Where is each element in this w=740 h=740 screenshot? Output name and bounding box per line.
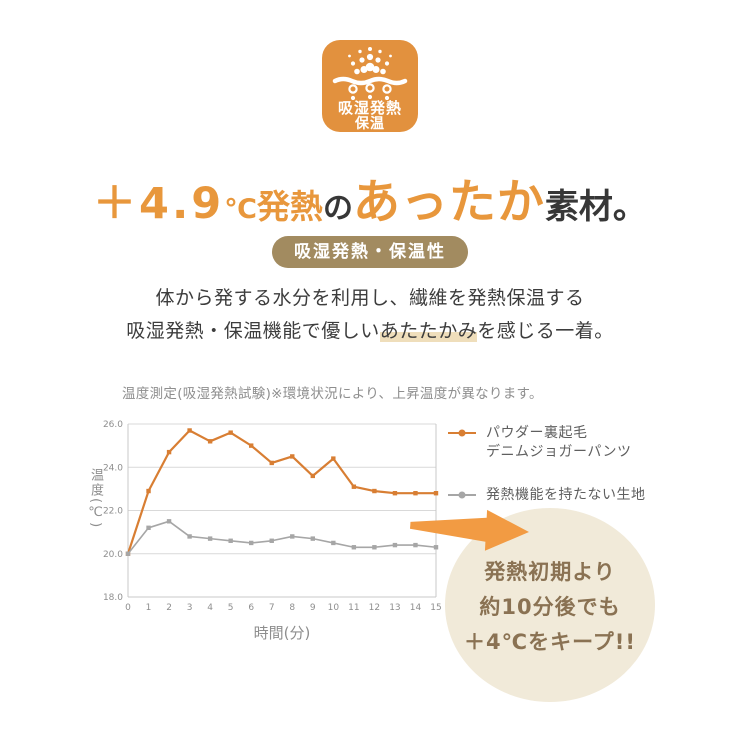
title-no: の	[322, 191, 353, 226]
description-line2: 吸湿発熱・保温機能で優しいあたたかみを感じる一着。	[126, 320, 614, 342]
svg-text:15: 15	[430, 603, 441, 613]
x-axis-label: 時間(分)	[253, 624, 311, 642]
svg-text:22.0: 22.0	[103, 507, 123, 517]
svg-text:11: 11	[348, 603, 359, 613]
steam-fabric-icon	[332, 47, 408, 100]
svg-text:24.0: 24.0	[103, 463, 123, 473]
svg-text:0: 0	[125, 603, 131, 613]
legend-marker-gray	[448, 491, 476, 499]
svg-text:6: 6	[248, 603, 254, 613]
legend-marker-orange	[448, 429, 476, 437]
description-text: 体から発する水分を利用し、繊維を発熱保温する 吸湿発熱・保温機能で優しいあたたか…	[0, 282, 740, 348]
svg-text:5: 5	[228, 603, 234, 613]
callout-line2: 約10分後でも	[479, 594, 621, 619]
title-attaka: あったか	[352, 175, 545, 230]
svg-text:10: 10	[328, 603, 340, 613]
legend-label-pants: パウダー裏起毛 デニムジョガーパンツ	[486, 425, 632, 460]
callout-line1: 発熱初期より	[484, 559, 616, 584]
svg-text:9: 9	[310, 603, 316, 613]
title-hatsunetsu: 発熱	[256, 187, 323, 226]
legend-dot-gray	[458, 491, 466, 499]
title-sozai: 素材。	[544, 187, 647, 227]
page-title: ＋4.9 ℃ 発熱 の あったか 素材。	[0, 163, 740, 232]
keep-warm-callout: 発熱初期より 約10分後でも ＋4℃をキープ!!	[445, 508, 655, 702]
svg-text:18.0: 18.0	[103, 593, 123, 603]
feature-badge: 吸湿発熱・保温性	[272, 236, 468, 268]
highlighted-word: あたたかみ	[379, 320, 478, 342]
svg-text:26.0: 26.0	[103, 420, 123, 430]
legend-item-pants: パウダー裏起毛 デニムジョガーパンツ	[448, 424, 646, 462]
svg-text:20.0: 20.0	[103, 550, 123, 560]
callout-line3: ＋4℃をキープ!!	[464, 629, 636, 654]
title-temperature: ＋4.9	[93, 179, 225, 229]
svg-text:1: 1	[146, 603, 152, 613]
arrow-icon	[409, 509, 529, 551]
chart-caption: 温度測定(吸湿発熱試験)※環境状況により、上昇温度が異なります。	[122, 386, 543, 402]
title-degree-unit: ℃	[224, 194, 257, 225]
legend-label-plain-fabric: 発熱機能を持たない生地	[486, 487, 646, 503]
icon-label-line1: 吸湿発熱	[337, 99, 402, 117]
svg-text:4: 4	[207, 603, 213, 613]
svg-text:8: 8	[289, 603, 295, 613]
y-axis-label: 温度(℃)	[88, 468, 103, 530]
legend-dot-orange	[458, 429, 466, 437]
description-line1: 体から発する水分を利用し、繊維を発熱保温する	[155, 287, 585, 309]
svg-text:7: 7	[269, 603, 275, 613]
heat-retention-icon: 吸湿発熱 保温	[322, 40, 418, 132]
icon-label-line2: 保温	[355, 116, 385, 132]
chart-legend: パウダー裏起毛 デニムジョガーパンツ 発熱機能を持たない生地	[448, 424, 646, 529]
svg-text:13: 13	[389, 603, 400, 613]
svg-text:3: 3	[187, 603, 193, 613]
svg-text:12: 12	[369, 603, 380, 613]
svg-text:14: 14	[410, 603, 422, 613]
svg-text:2: 2	[166, 603, 172, 613]
temperature-line-chart: 18.020.022.024.026.00 1 2 3 4 5 6 7 8 9 10 11 12 13 14…	[103, 420, 442, 613]
legend-item-plain-fabric: 発熱機能を持たない生地	[448, 486, 646, 505]
